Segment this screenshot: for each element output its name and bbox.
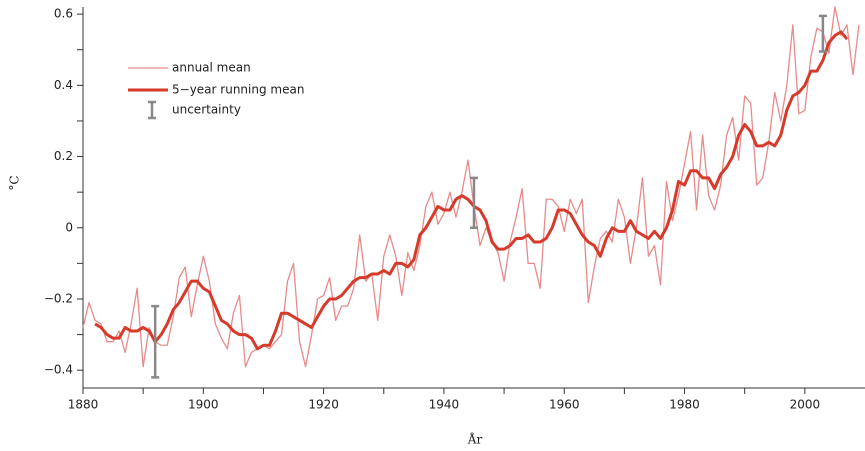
error-bar	[151, 304, 160, 379]
error-bar	[470, 176, 478, 230]
x-axis-label: År	[467, 432, 483, 447]
x-tick-label: 1960	[549, 398, 580, 412]
y-tick-label: 0.2	[54, 149, 73, 163]
legend-label: 5−year running mean	[172, 83, 304, 97]
legend-label: uncertainty	[172, 103, 241, 117]
legend-swatch	[148, 100, 156, 120]
x-tick-label: 1880	[68, 398, 99, 412]
legend-label: annual mean	[172, 61, 251, 75]
x-tick-label: 1920	[308, 398, 339, 412]
x-tick-label: 1980	[669, 398, 700, 412]
x-tick-label: 1900	[188, 398, 219, 412]
y-axis-label: °C	[8, 175, 22, 190]
y-tick-label: 0.6	[54, 7, 73, 21]
x-tick-label: 2000	[790, 398, 821, 412]
error-bar	[818, 14, 827, 53]
y-tick-label: −0.2	[44, 291, 73, 305]
y-tick-label: −0.4	[44, 363, 73, 377]
x-tick-label: 1940	[429, 398, 460, 412]
y-tick-label: 0.4	[54, 78, 73, 92]
y-tick-label: 0	[65, 220, 73, 234]
line-series	[94, 30, 849, 351]
